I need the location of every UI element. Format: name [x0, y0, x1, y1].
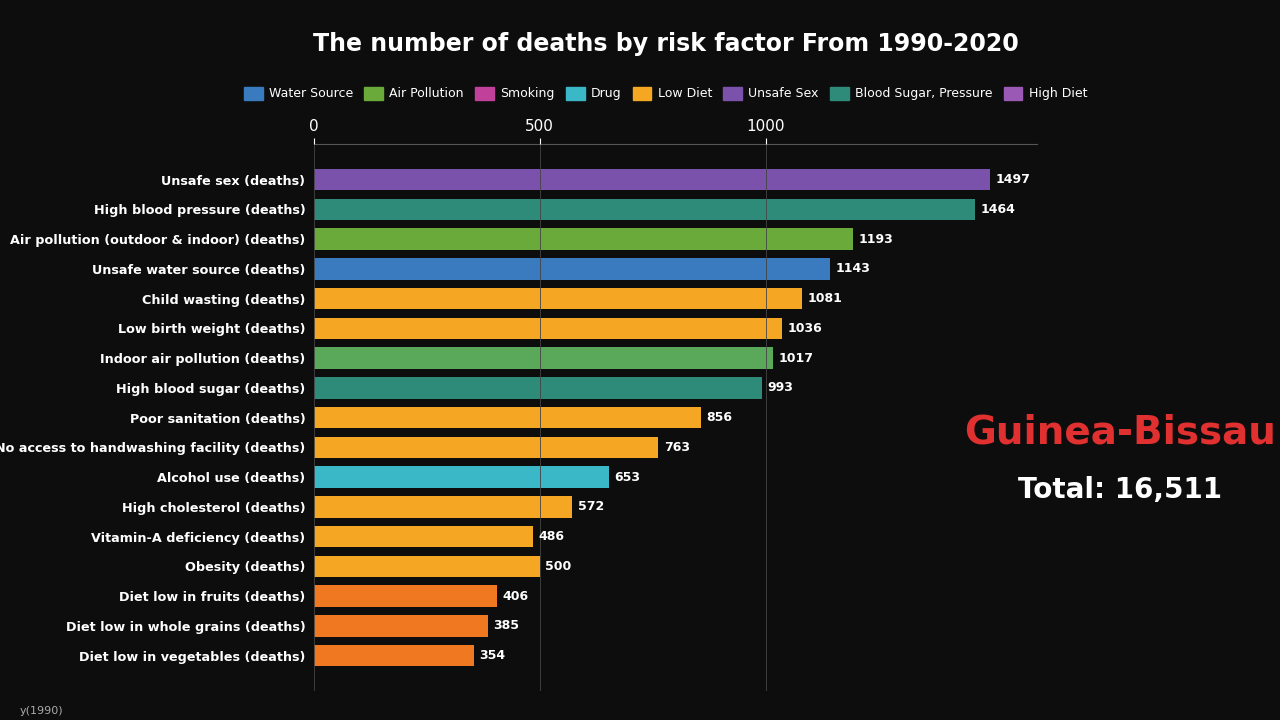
Text: Total: 16,511: Total: 16,511	[1018, 476, 1222, 503]
Text: 1464: 1464	[980, 203, 1015, 216]
Text: 406: 406	[503, 590, 529, 603]
Bar	[314, 377, 763, 399]
Bar	[314, 258, 831, 279]
Text: 763: 763	[664, 441, 690, 454]
Bar	[314, 526, 534, 547]
Text: 1017: 1017	[778, 351, 814, 364]
Text: 354: 354	[479, 649, 506, 662]
Text: The number of deaths by risk factor From 1990-2020: The number of deaths by risk factor From…	[312, 32, 1019, 56]
Text: 385: 385	[493, 619, 520, 632]
Text: 486: 486	[539, 530, 564, 543]
Text: 1036: 1036	[787, 322, 822, 335]
Bar	[314, 615, 488, 636]
Text: 1081: 1081	[808, 292, 842, 305]
Bar	[314, 585, 497, 607]
Bar	[314, 288, 803, 310]
Text: 500: 500	[545, 560, 571, 573]
Text: 1143: 1143	[836, 262, 870, 275]
Bar	[314, 228, 852, 250]
Text: 856: 856	[707, 411, 732, 424]
Text: y(1990): y(1990)	[19, 706, 63, 716]
Bar	[314, 645, 474, 666]
Bar	[314, 467, 609, 488]
Text: 1497: 1497	[996, 173, 1030, 186]
Bar	[314, 556, 540, 577]
Bar	[314, 199, 975, 220]
Bar	[314, 436, 658, 458]
Legend: Water Source, Air Pollution, Smoking, Drug, Low Diet, Unsafe Sex, Blood Sugar, P: Water Source, Air Pollution, Smoking, Dr…	[239, 82, 1092, 105]
Bar	[314, 169, 991, 190]
Text: Guinea-Bissau: Guinea-Bissau	[964, 413, 1276, 451]
Text: 993: 993	[768, 382, 794, 395]
Text: 572: 572	[577, 500, 604, 513]
Text: 1193: 1193	[859, 233, 893, 246]
Bar	[314, 318, 782, 339]
Bar	[314, 496, 572, 518]
Text: 653: 653	[614, 471, 640, 484]
Bar	[314, 347, 773, 369]
Bar	[314, 407, 700, 428]
